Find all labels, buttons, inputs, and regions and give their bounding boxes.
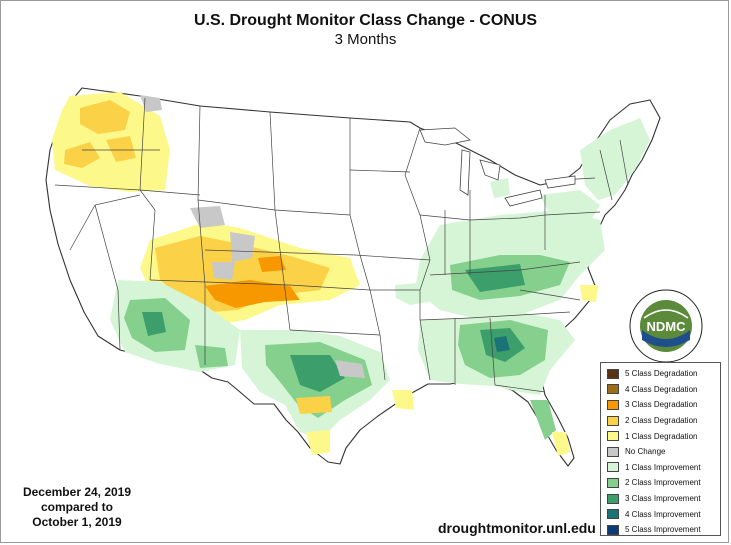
legend-label: 1 Class Degradation xyxy=(625,431,698,441)
source-url[interactable]: droughtmonitor.unl.edu xyxy=(438,520,596,536)
patch-2-class-degradation xyxy=(80,100,130,134)
patch-3-class-degradation xyxy=(205,280,300,308)
patch-3-class-improvement xyxy=(465,264,525,292)
legend-swatch xyxy=(607,509,619,520)
legend-item: 3 Class Improvement xyxy=(607,491,720,507)
legend-swatch xyxy=(607,368,619,379)
legend-label: 2 Class Degradation xyxy=(625,416,698,426)
great-lakes xyxy=(419,127,576,207)
legend-swatch xyxy=(607,384,619,395)
legend-swatch xyxy=(607,446,619,457)
patch-1-class-improvement xyxy=(395,282,440,305)
date-comparison: December 24, 2019 compared to October 1,… xyxy=(12,485,142,530)
legend-label: 2 Class Improvement xyxy=(625,478,701,488)
patch-3-class-degradation xyxy=(258,256,286,272)
legend-swatch xyxy=(607,493,619,504)
legend-swatch xyxy=(607,399,619,410)
legend-item: 2 Class Improvement xyxy=(607,475,720,491)
patch-no-change xyxy=(140,95,162,112)
compared-to-label: compared to xyxy=(40,500,113,514)
legend-label: 5 Class Improvement xyxy=(625,525,701,535)
patch-1-class-degradation xyxy=(552,432,570,456)
start-date: October 1, 2019 xyxy=(32,515,122,529)
patch-1-class-improvement xyxy=(490,178,510,198)
legend-label: 3 Class Degradation xyxy=(625,400,698,410)
end-date: December 24, 2019 xyxy=(22,485,132,499)
map-subtitle: 3 Months xyxy=(334,31,397,48)
legend-swatch xyxy=(607,462,619,473)
patch-1-class-improvement xyxy=(580,118,650,200)
patch-2-class-improvement xyxy=(530,400,556,440)
legend-label: 4 Class Improvement xyxy=(625,509,701,519)
patch-3-class-improvement xyxy=(142,312,166,336)
legend-item: 5 Class Degradation xyxy=(607,366,720,382)
legend-item: 1 Class Degradation xyxy=(607,428,720,444)
map-title: U.S. Drought Monitor Class Change - CONU… xyxy=(193,12,538,29)
patch-1-class-degradation xyxy=(392,390,414,410)
legend-label: 1 Class Improvement xyxy=(625,462,701,472)
legend-item: 5 Class Improvement xyxy=(607,522,720,538)
patch-1-class-degradation xyxy=(306,430,330,455)
patch-2-class-degradation xyxy=(296,396,332,414)
patch-no-change xyxy=(230,232,255,262)
legend-label: 3 Class Improvement xyxy=(625,494,701,504)
legend-swatch xyxy=(607,477,619,488)
patch-1-class-improvement xyxy=(540,190,600,230)
patch-3-class-improvement xyxy=(290,355,345,392)
legend-item: 2 Class Degradation xyxy=(607,413,720,429)
change-patches xyxy=(52,92,650,456)
legend-swatch xyxy=(607,524,619,535)
patch-2-class-improvement xyxy=(195,345,228,368)
patch-2-class-degradation xyxy=(64,142,100,168)
state-boundaries xyxy=(54,97,629,393)
patch-4-class-improvement xyxy=(494,336,510,352)
patch-no-change xyxy=(212,262,235,280)
legend-item: 4 Class Degradation xyxy=(607,382,720,398)
legend-item: 3 Class Degradation xyxy=(607,397,720,413)
patch-no-change xyxy=(335,360,365,378)
legend-item: 4 Class Improvement xyxy=(607,506,720,522)
legend-label: 4 Class Degradation xyxy=(625,384,698,394)
legend-swatch xyxy=(607,431,619,442)
legend-item: 1 Class Improvement xyxy=(607,460,720,476)
patch-1-class-degradation xyxy=(580,285,598,302)
legend-item: No Change xyxy=(607,444,720,460)
logo-abbreviation: NDMC xyxy=(647,319,687,334)
legend-label: No Change xyxy=(625,447,666,457)
patch-2-class-degradation xyxy=(106,136,136,162)
legend: 5 Class Degradation 4 Class Degradation 3 … xyxy=(600,362,721,536)
legend-label: 5 Class Degradation xyxy=(625,369,698,379)
legend-swatch xyxy=(607,415,619,426)
ndmc-logo: NDMC xyxy=(629,289,703,363)
